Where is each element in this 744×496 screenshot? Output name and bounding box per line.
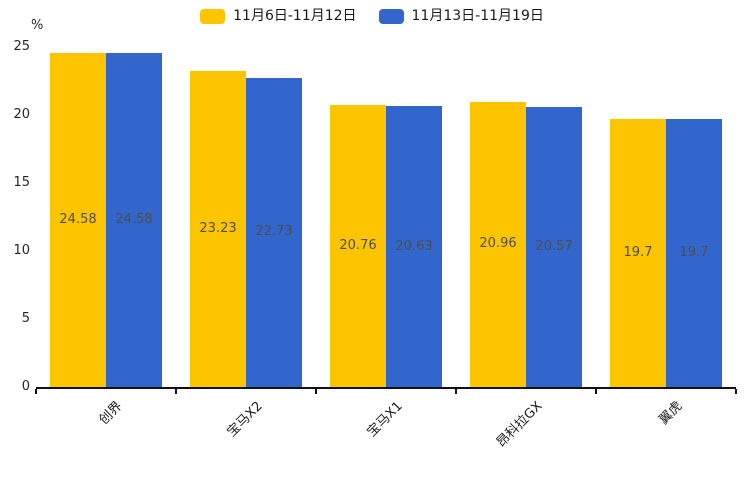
bar-value-label: 20.96 xyxy=(479,236,517,252)
bar-宝马X2-series1 xyxy=(246,77,302,387)
bar-翼虎-series0 xyxy=(610,119,666,387)
bar-宝马X2-series0 xyxy=(190,71,246,387)
y-tick-label: 10 xyxy=(13,243,30,258)
y-tick-label: 0 xyxy=(21,379,30,394)
legend-item-label: 11月13日-11月19日 xyxy=(411,8,544,24)
x-category-label: 宝马X2 xyxy=(224,398,266,440)
bar-value-label: 24.58 xyxy=(115,211,153,227)
bar-value-label: 19.7 xyxy=(623,245,653,261)
y-tick-label: 5 xyxy=(21,311,30,326)
x-axis-tick xyxy=(175,389,177,394)
bar-翼虎-series1 xyxy=(666,119,722,387)
x-category-label: 翼虎 xyxy=(656,398,686,428)
x-category-label: 昂科拉GX xyxy=(493,398,546,451)
x-axis-tick xyxy=(315,389,317,394)
legend-swatch-icon xyxy=(378,8,404,24)
bar-value-label: 20.63 xyxy=(395,238,433,254)
bar-昂科拉GX-series1 xyxy=(526,107,582,387)
bar-value-label: 20.76 xyxy=(339,237,377,253)
bar-value-label: 23.23 xyxy=(199,221,237,237)
x-axis-tick xyxy=(735,389,737,394)
bar-宝马X1-series1 xyxy=(386,106,442,387)
bar-昂科拉GX-series0 xyxy=(470,101,526,387)
y-tick-label: 25 xyxy=(13,39,30,54)
bar-创界-series1 xyxy=(106,52,162,387)
legend-item-0: 11月6日-11月12日 xyxy=(200,7,357,25)
legend-item-1: 11月13日-11月19日 xyxy=(378,7,544,25)
x-axis-line xyxy=(36,387,736,389)
y-tick-label: 20 xyxy=(13,107,30,122)
bar-value-label: 24.58 xyxy=(59,211,97,227)
legend-item-label: 11月6日-11月12日 xyxy=(233,8,357,24)
x-category-label: 宝马X1 xyxy=(364,398,406,440)
legend: 11月6日-11月12日 11月13日-11月19日 xyxy=(0,7,744,25)
x-axis-tick xyxy=(35,389,37,394)
bar-宝马X1-series0 xyxy=(330,104,386,387)
x-axis-tick xyxy=(595,389,597,394)
y-tick-label: 15 xyxy=(13,175,30,190)
y-axis-unit-label: % xyxy=(31,18,44,33)
x-axis-tick xyxy=(455,389,457,394)
bar-value-label: 22.73 xyxy=(255,224,293,240)
bar-创界-series0 xyxy=(50,52,106,387)
legend-swatch-icon xyxy=(200,8,226,24)
bar-value-label: 20.57 xyxy=(535,239,573,255)
bar-value-label: 19.7 xyxy=(679,245,709,261)
x-category-label: 创界 xyxy=(96,398,126,428)
